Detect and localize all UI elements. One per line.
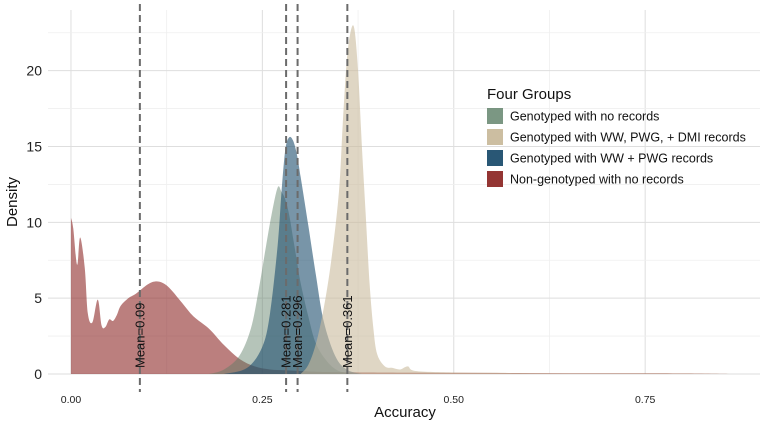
legend-swatch [487,129,503,145]
y-tick-label: 5 [34,290,42,306]
mean-label: Mean=0.361 [340,295,355,368]
x-tick-label: 0.25 [252,394,273,406]
x-tick-label: 0.00 [61,394,82,406]
legend-label: Genotyped with WW + PWG records [510,152,713,166]
x-tick-label: 0.50 [444,394,465,406]
y-tick-label: 15 [26,139,42,155]
y-axis-title: Density [4,176,21,227]
legend-label: Genotyped with WW, PWG, + DMI records [510,131,746,145]
mean-label: Mean=0.09 [132,303,147,368]
density-area-non-genotyped-with-no-records [70,217,730,374]
x-tick-label: 0.75 [635,394,656,406]
density-area-genotyped-with-ww-pwg-dmi-records [300,25,730,375]
legend: Four Groups Genotyped with no records Gen… [487,86,746,187]
grid-lines [48,10,760,375]
density-area-genotyped-with-ww-pwg-records [224,136,362,374]
mean-label: Mean=0.281 [279,295,294,368]
mean-label: Mean=0.296 [290,295,305,368]
y-tick-label: 0 [34,366,42,382]
legend-swatch [487,108,503,124]
legend-label: Non-genotyped with no records [510,173,684,187]
density-areas [70,25,730,375]
x-axis-title: Accuracy [374,404,436,421]
y-axis-ticks: 0 5 10 15 20 [26,63,42,382]
legend-swatch [487,150,503,166]
y-tick-label: 20 [26,63,42,79]
legend-label: Genotyped with no records [510,110,659,124]
legend-swatch [487,171,503,187]
x-axis-ticks: 0.00 0.25 0.50 0.75 [61,394,656,406]
y-tick-label: 10 [26,214,42,230]
legend-title: Four Groups [487,86,571,103]
